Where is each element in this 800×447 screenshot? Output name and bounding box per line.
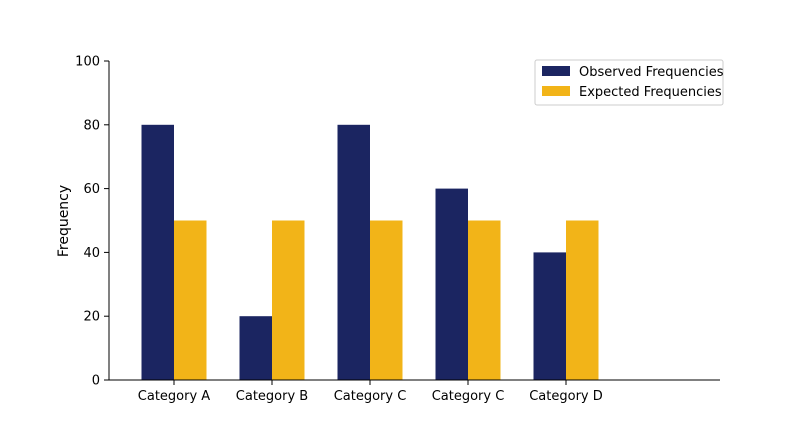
- y-axis-title: Frequency: [56, 185, 72, 257]
- bar-observed-2: [337, 124, 370, 380]
- x-tick-label-3: Category C: [432, 389, 505, 404]
- bar-observed-3: [435, 188, 468, 380]
- y-tick-label-3: 60: [83, 182, 100, 197]
- x-tick-label-0: Category A: [138, 389, 211, 404]
- axes-layer: [108, 61, 720, 381]
- x-tick-label-1: Category B: [236, 389, 308, 404]
- y-tick-label-1: 20: [83, 310, 100, 325]
- bar-expected-2: [370, 220, 403, 380]
- bar-observed-0: [141, 124, 174, 380]
- y-tick-label-2: 40: [83, 246, 100, 261]
- bar-expected-0: [174, 220, 207, 380]
- bar-observed-1: [239, 316, 272, 380]
- legend-label-expected: Expected Frequencies: [579, 85, 722, 100]
- legend-label-observed: Observed Frequencies: [579, 65, 724, 80]
- y-tick-label-0: 0: [92, 374, 100, 389]
- bars-layer: [141, 124, 599, 380]
- bar-observed-4: [533, 252, 566, 380]
- bar-expected-3: [468, 220, 501, 380]
- legend-swatch-observed: [542, 66, 570, 76]
- x-tick-label-4: Category D: [529, 389, 603, 404]
- legend-swatch-expected: [542, 86, 570, 96]
- y-ticks: 0 20 40 60 80 100: [75, 55, 109, 389]
- bar-expected-1: [272, 220, 305, 380]
- legend: Observed Frequencies Expected Frequencie…: [534, 59, 724, 106]
- legend-box: [534, 59, 724, 106]
- y-tick-label-5: 100: [75, 55, 100, 70]
- y-tick-label-4: 80: [83, 118, 100, 133]
- bar-expected-4: [566, 220, 599, 380]
- x-ticks: Category A Category B Category C Category C…: [138, 380, 603, 404]
- x-tick-label-2: Category C: [334, 389, 407, 404]
